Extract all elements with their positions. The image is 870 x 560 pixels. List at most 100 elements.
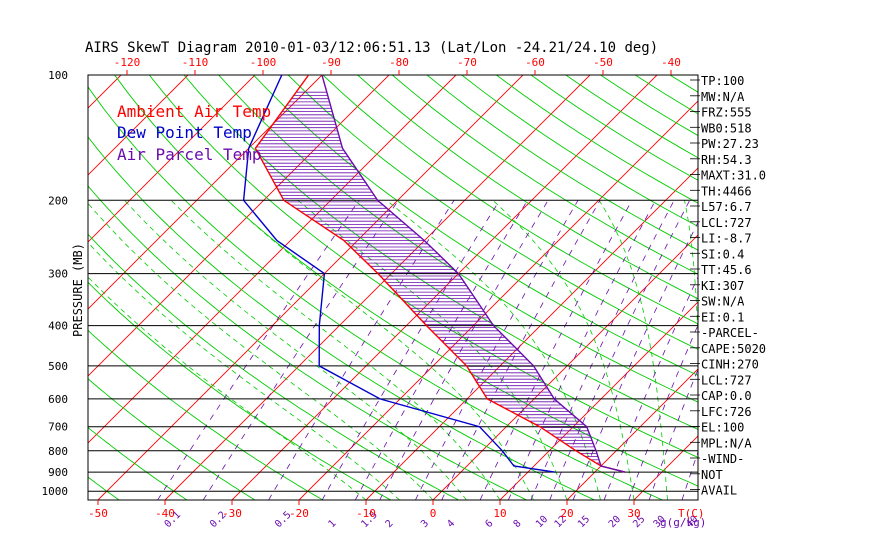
- moist-adiabat-line: [227, 200, 534, 500]
- dry-adiabat-line: [88, 427, 188, 500]
- dry-adiabat-line: [88, 476, 120, 500]
- index-label: RH:54.3: [701, 153, 752, 167]
- legend-dewpoint-label: Dew Point Temp: [117, 123, 252, 142]
- index-label: TH:4466: [701, 184, 752, 198]
- isotherm-line: [298, 100, 698, 500]
- mixing-ratio-tick-label: 2: [384, 518, 396, 530]
- index-label: FRZ:555: [701, 106, 752, 120]
- bottom-temp-tick-label: -50: [88, 507, 108, 520]
- index-label: TP:100: [701, 74, 744, 88]
- top-temp-tick-label: -120: [114, 56, 141, 69]
- mixing-ratio-line: [572, 221, 698, 500]
- mixing-ratio-line: [603, 276, 698, 500]
- chart-title: AIRS SkewT Diagram 2010-01-03/12:06:51.1…: [85, 40, 658, 56]
- index-label: KI:307: [701, 279, 744, 293]
- pressure-tick-label: 100: [48, 69, 68, 82]
- dry-adiabat-line: [218, 75, 698, 403]
- mixing-ratio-line: [507, 200, 656, 500]
- bottom-temp-tick-label: -30: [222, 507, 242, 520]
- dry-adiabat-line: [88, 329, 324, 500]
- isotherm-line: [88, 75, 189, 176]
- index-label: AVAIL: [701, 484, 737, 498]
- isotherm-line: [499, 301, 698, 500]
- top-temp-tick-label: -40: [661, 56, 681, 69]
- index-label: PW:27.23: [701, 137, 759, 151]
- dry-adiabat-line: [669, 75, 698, 93]
- pressure-tick-label: 300: [48, 268, 68, 281]
- bottom-temp-tick-label: -10: [356, 507, 376, 520]
- top-temp-tick-label: -50: [593, 56, 613, 69]
- isotherm-line: [0, 75, 54, 500]
- dry-adiabat-line: [253, 75, 698, 376]
- top-temp-tick-label: -90: [321, 56, 341, 69]
- top-temp-tick-label: -100: [250, 56, 277, 69]
- mixing-ratio-tick-label: 20: [607, 514, 623, 530]
- moist-adiabat-line: [88, 276, 367, 500]
- index-label: CAPE:5020: [701, 342, 766, 356]
- index-label: -PARCEL-: [701, 326, 759, 340]
- mixing-ratio-tick-label: 10: [534, 514, 550, 530]
- legend-ambient-label: Ambient Air Temp: [117, 102, 271, 121]
- index-label: MPL:N/A: [701, 436, 752, 450]
- pressure-tick-label: 900: [48, 466, 68, 479]
- mixing-ratio-unit-label: g(g/kg): [660, 516, 706, 529]
- isotherm-line: [88, 75, 122, 109]
- index-label: NOT: [701, 468, 723, 482]
- index-label: LCL:727: [701, 216, 752, 230]
- isotherm-line: [88, 75, 323, 310]
- mixing-ratio-line: [157, 200, 360, 500]
- index-label: LI:-8.7: [701, 232, 752, 246]
- bottom-temp-tick-label: 20: [560, 507, 573, 520]
- dry-adiabat-line: [287, 75, 698, 350]
- mixing-ratio-line: [441, 200, 601, 500]
- mixing-ratio-line: [415, 200, 579, 500]
- mixing-ratio-line: [268, 200, 455, 500]
- index-label: CAP:0.0: [701, 389, 752, 403]
- index-label: WB0:518: [701, 121, 752, 135]
- moist-adiabat-line: [598, 200, 668, 500]
- mixing-ratio-line: [379, 200, 549, 500]
- moist-adiabat-line: [170, 200, 501, 500]
- parcel-temp-line: [321, 75, 626, 473]
- isotherm-line: [231, 75, 658, 500]
- isotherm-line: [164, 75, 591, 500]
- index-label: TT:45.6: [701, 263, 752, 277]
- dry-adiabat-line: [88, 86, 663, 500]
- index-label: -WIND-: [701, 452, 744, 466]
- index-label: SI:0.4: [701, 247, 744, 261]
- moist-adiabat-line: [88, 202, 434, 500]
- mixing-ratio-line: [354, 200, 528, 500]
- top-temp-tick-label: -110: [182, 56, 209, 69]
- mixing-ratio-line: [628, 324, 698, 500]
- dry-adiabat-line: [357, 75, 698, 300]
- legend-parcel-label: Air Parcel Temp: [117, 145, 262, 164]
- top-temp-tick-label: -60: [525, 56, 545, 69]
- isotherm-line: [768, 75, 870, 500]
- moist-adiabat-line: [297, 199, 568, 500]
- index-label: LFC:726: [701, 405, 752, 419]
- dry-adiabat-line: [88, 136, 595, 500]
- mixing-ratio-tick-label: 8: [512, 518, 524, 530]
- bottom-temp-tick-label: 30: [627, 507, 640, 520]
- pressure-tick-label: 500: [48, 360, 68, 373]
- dry-adiabat-line: [0, 75, 51, 500]
- dewpoint-temp-line: [242, 75, 555, 473]
- dry-adiabat-line: [392, 75, 698, 275]
- bottom-temp-tick-label: 0: [430, 507, 437, 520]
- mixing-ratio-tick-label: 15: [576, 514, 592, 530]
- bottom-axis-unit-label: T(C): [678, 507, 705, 520]
- top-temp-tick-label: -70: [457, 56, 477, 69]
- dry-adiabat-line: [88, 281, 391, 500]
- index-label: EL:100: [701, 421, 744, 435]
- plot-frame: [87, 74, 699, 501]
- mixing-ratio-line: [479, 200, 633, 500]
- moist-adiabat-line: [386, 199, 601, 500]
- dry-adiabat-line: [88, 378, 256, 500]
- mixing-ratio-tick-label: 4: [445, 518, 457, 530]
- isotherm-line: [566, 368, 698, 500]
- mixing-ratio-line: [549, 200, 691, 500]
- bottom-temp-tick-label: -40: [155, 507, 175, 520]
- dry-adiabat-line: [496, 75, 698, 204]
- y-axis-label: PRESSURE (MB): [71, 243, 85, 337]
- pressure-tick-label: 700: [48, 421, 68, 434]
